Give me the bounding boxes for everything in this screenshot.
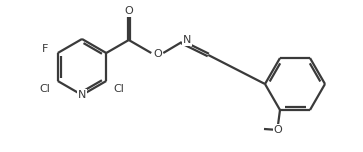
Text: Cl: Cl — [39, 84, 50, 94]
Text: O: O — [274, 125, 282, 135]
Text: N: N — [183, 35, 191, 45]
Text: O: O — [153, 49, 162, 59]
Text: F: F — [42, 44, 48, 54]
Text: O: O — [125, 6, 133, 16]
Text: N: N — [78, 90, 86, 100]
Text: Cl: Cl — [114, 84, 125, 94]
